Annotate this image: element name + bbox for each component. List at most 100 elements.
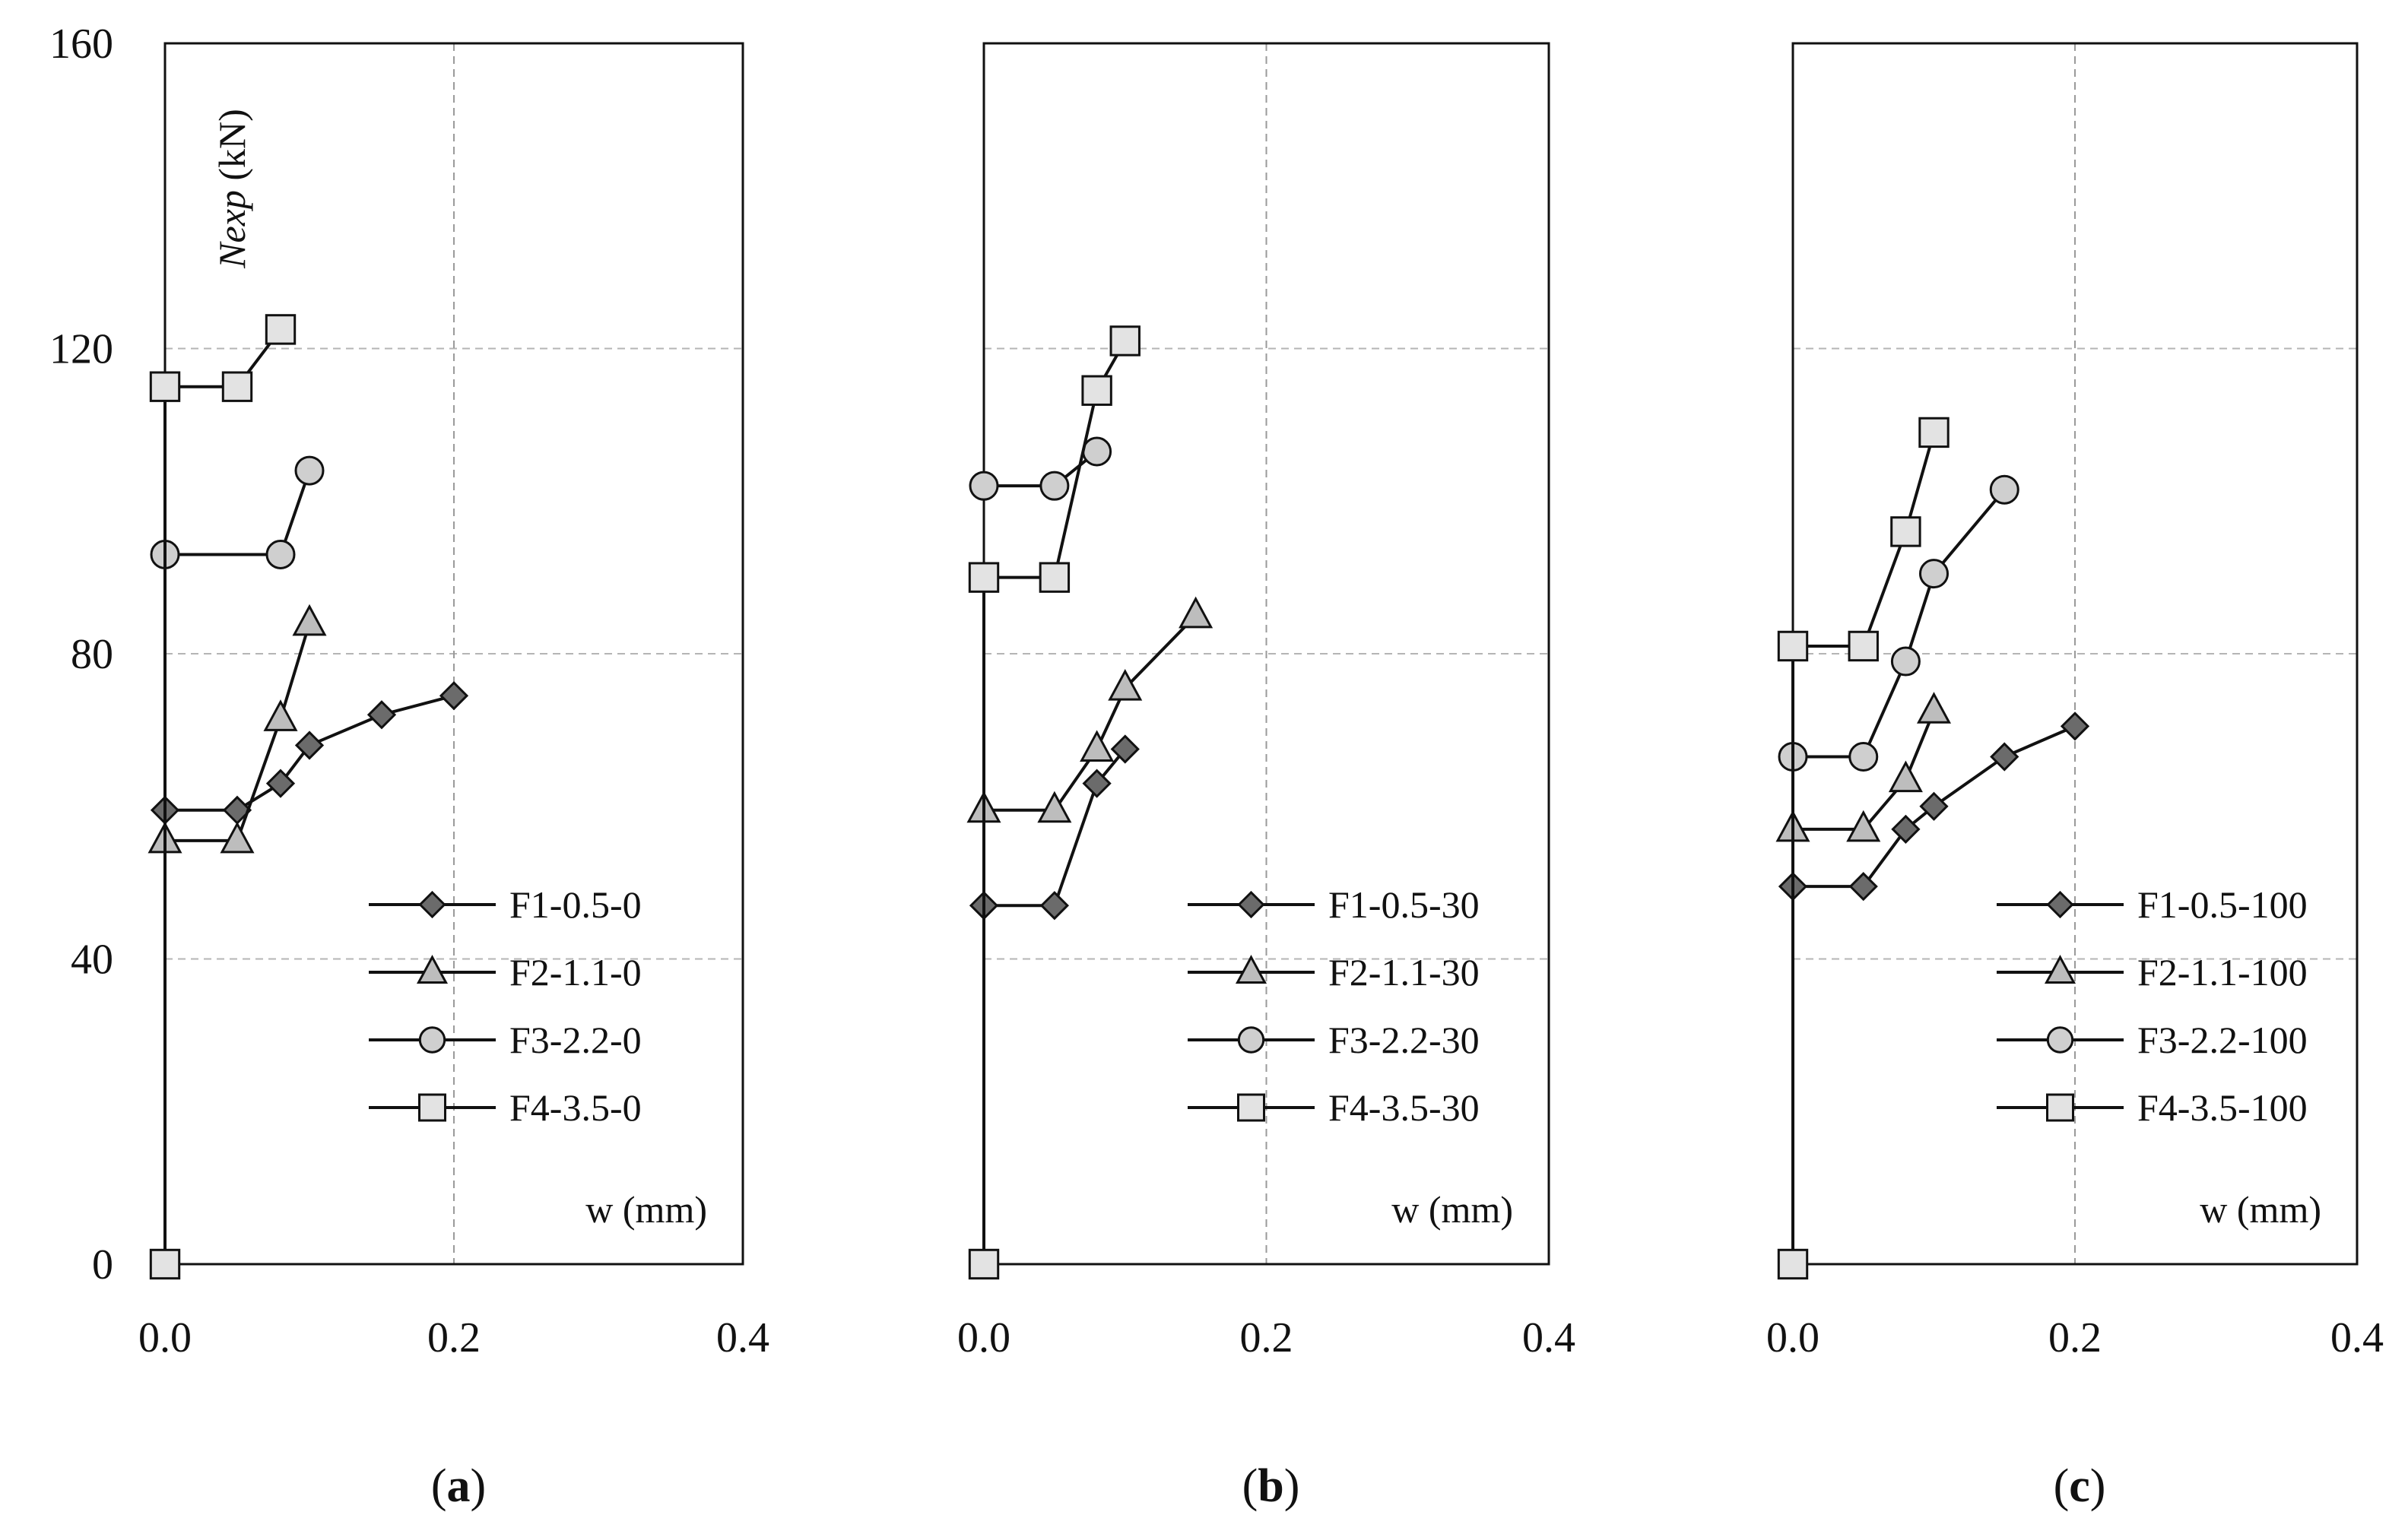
data-point-marker xyxy=(265,314,297,345)
series-F1-0.5-0 xyxy=(150,681,469,825)
series-line xyxy=(984,748,1127,908)
panel-label-part: ) xyxy=(1284,1460,1300,1512)
data-point-marker xyxy=(1080,730,1115,762)
series-F4-3.5-30 xyxy=(968,325,1141,1280)
y-tick-label: 40 xyxy=(71,937,113,984)
data-point-marker xyxy=(1777,630,1809,662)
data-point-marker xyxy=(969,471,999,501)
data-point-marker xyxy=(220,821,255,854)
legend-label: F2-1.1-0 xyxy=(509,951,642,994)
legend-marker xyxy=(2046,1093,2074,1122)
y-axis-title-unit: (kN) xyxy=(211,109,253,190)
panel-label-part: ( xyxy=(1242,1460,1258,1512)
legend-marker xyxy=(2044,955,2076,984)
data-point-marker xyxy=(1919,791,1949,821)
legend-label: F4-3.5-100 xyxy=(2137,1086,2308,1129)
legend-label: F4-3.5-0 xyxy=(509,1086,642,1129)
data-point-marker xyxy=(1848,742,1879,772)
legend-label: F4-3.5-30 xyxy=(1328,1086,1480,1129)
data-point-marker xyxy=(1777,1248,1809,1280)
legend-marker xyxy=(1237,1093,1265,1122)
legend-item: F3-2.2-0 xyxy=(369,1019,642,1061)
data-point-marker xyxy=(294,455,325,486)
series-F1-0.5-30 xyxy=(969,734,1140,921)
legend-item: F1-0.5-0 xyxy=(369,883,642,926)
data-point-marker xyxy=(1110,734,1140,764)
data-point-marker xyxy=(1109,325,1141,357)
series-F3-2.2-30 xyxy=(969,436,1112,501)
x-tick-label: 0.2 xyxy=(427,1314,481,1361)
legend-marker xyxy=(1237,890,1265,919)
data-point-marker xyxy=(263,699,298,731)
data-point-marker xyxy=(1108,669,1143,701)
data-point-marker xyxy=(1918,417,1950,448)
y-tick-label: 160 xyxy=(49,21,113,68)
panel-label-part: a xyxy=(447,1460,471,1512)
panel-label-part: c xyxy=(2069,1460,2090,1512)
x-tick-label: 0.2 xyxy=(2048,1314,2102,1361)
x-tick-label: 0.0 xyxy=(1766,1314,1819,1361)
legend: F1-0.5-30 F2-1.1-30 F3-2.2-30 F4-3.5-30 xyxy=(1188,883,1480,1129)
panel-label: (c) xyxy=(2054,1460,2106,1512)
data-point-marker xyxy=(1890,516,1921,547)
legend-label: F1-0.5-0 xyxy=(509,883,642,926)
panel-label-part: b xyxy=(1258,1460,1283,1512)
panel-label-part: ( xyxy=(2054,1460,2070,1512)
x-tick-label: 0.2 xyxy=(1240,1314,1293,1361)
legend-item: F3-2.2-30 xyxy=(1188,1019,1480,1061)
x-axis-title: w (mm) xyxy=(1391,1188,1513,1231)
panel-label-part: ( xyxy=(431,1460,447,1512)
y-tick-label: 80 xyxy=(71,631,113,678)
panel-label: (a) xyxy=(431,1460,486,1512)
data-point-marker xyxy=(1039,471,1070,501)
data-point-marker xyxy=(1989,474,2019,505)
legend-marker xyxy=(1235,955,1267,984)
panel-label: (b) xyxy=(1242,1460,1300,1512)
panel-label-part: ) xyxy=(2090,1460,2106,1512)
legend-marker xyxy=(418,1026,446,1054)
series-line xyxy=(163,328,282,1264)
data-point-marker xyxy=(968,562,1000,593)
x-tick-label: 0.4 xyxy=(1522,1314,1575,1361)
legend-item: F1-0.5-30 xyxy=(1188,883,1480,926)
data-point-marker xyxy=(1846,810,1881,842)
legend-item: F2-1.1-30 xyxy=(1188,951,1480,994)
data-point-marker xyxy=(2060,712,2090,741)
x-axis-title: w (mm) xyxy=(2200,1188,2321,1231)
data-point-marker xyxy=(1039,562,1071,593)
series-line xyxy=(1793,710,1936,831)
legend-marker xyxy=(418,1093,446,1122)
panel-label-part: ) xyxy=(471,1460,487,1512)
data-point-marker xyxy=(1916,692,1952,724)
legend-item: F4-3.5-100 xyxy=(1997,1086,2308,1129)
data-point-marker xyxy=(294,731,325,760)
data-point-marker xyxy=(1037,791,1072,823)
x-tick-label: 0.4 xyxy=(716,1314,769,1361)
y-tick-label: 120 xyxy=(49,326,113,373)
data-point-marker xyxy=(1919,559,1949,589)
data-point-marker xyxy=(366,700,397,730)
series-F1-0.5-100 xyxy=(1778,712,2090,902)
data-point-marker xyxy=(1888,760,1923,793)
data-point-marker xyxy=(292,604,327,636)
data-point-marker xyxy=(265,540,296,570)
series-F3-2.2-100 xyxy=(1778,474,2019,772)
x-tick-label: 0.4 xyxy=(2330,1314,2384,1361)
data-point-marker xyxy=(1848,630,1879,662)
x-axis-title: w (mm) xyxy=(585,1188,707,1231)
data-point-marker xyxy=(1891,814,1921,844)
legend: F1-0.5-0 F2-1.1-0 F3-2.2-0 F4-3.5-0 xyxy=(369,883,642,1129)
legend-marker xyxy=(416,955,449,984)
legend-item: F2-1.1-0 xyxy=(369,951,642,994)
x-tick-label: 0.0 xyxy=(957,1314,1010,1361)
legend-item: F3-2.2-100 xyxy=(1997,1019,2308,1061)
legend: F1-0.5-100 F2-1.1-100 F3-2.2-100 F4-3.5-100 xyxy=(1997,883,2308,1129)
data-point-marker xyxy=(221,371,253,402)
y-axis-title: Nexp (kN) xyxy=(211,109,253,269)
legend-marker xyxy=(418,890,446,919)
data-point-marker xyxy=(968,1248,1000,1280)
data-point-marker xyxy=(265,769,296,798)
legend-item: F4-3.5-0 xyxy=(369,1086,642,1129)
legend-label: F1-0.5-30 xyxy=(1328,883,1480,926)
